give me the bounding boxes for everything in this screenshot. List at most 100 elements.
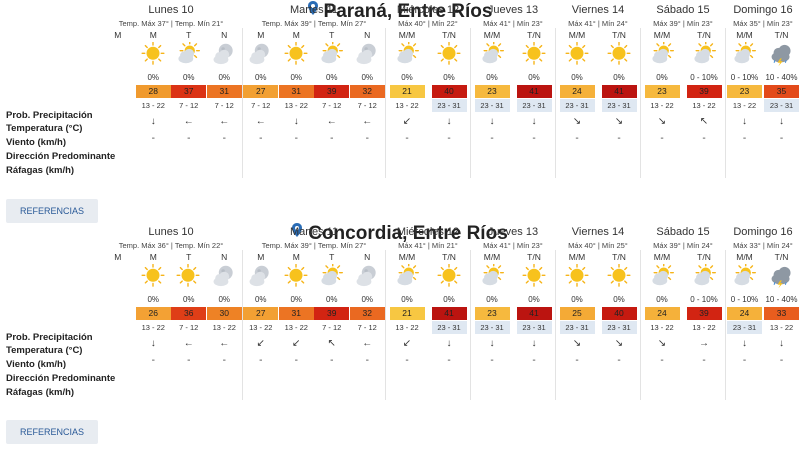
wind-speed: 13 - 22	[692, 101, 716, 110]
cloudy-moon-icon	[247, 264, 273, 290]
partly-cloudy-icon	[691, 40, 717, 68]
slot-period-label: M	[257, 30, 265, 40]
references-button[interactable]: REFERENCIAS	[6, 199, 98, 223]
temperature-cell: 32	[349, 85, 385, 98]
wind-gust: -	[330, 133, 334, 144]
wind-speed: 13 - 22	[732, 101, 757, 110]
slot-period-label: M/M	[653, 30, 671, 40]
wind-speed: 7 - 12	[179, 101, 199, 110]
day-temp-range: Máx 41° | Mín 21°	[398, 241, 458, 250]
precip-probability: 0%	[290, 295, 303, 304]
wind-gust: -	[575, 133, 579, 144]
day-temp-range: Máx 41° | Mín 23°	[483, 241, 543, 250]
slot-period-label: T/N	[442, 252, 456, 262]
city-forecast: Concordia, Entre Ríos Prob. Precipitación…	[0, 222, 800, 447]
precip-probability: 0 - 10%	[730, 295, 759, 304]
precip-probability: 0%	[656, 295, 668, 304]
precip-probability: 0%	[218, 295, 231, 304]
temperature-cell: 24	[727, 307, 762, 320]
day-title: Jueves 13	[487, 4, 539, 16]
wind-speed: 13 - 22	[249, 323, 273, 332]
wind-speed: 7 - 12	[322, 323, 342, 332]
sun-icon	[175, 263, 201, 290]
wind-direction-arrow-icon: ↙	[292, 338, 301, 349]
temperature-cell: 23	[474, 85, 510, 98]
wind-gust: -	[660, 355, 664, 366]
precip-probability: 0%	[401, 73, 413, 82]
precip-probability: 0%	[401, 295, 413, 304]
wind-speed: 13 - 22	[395, 101, 419, 110]
partly-cloudy-icon	[479, 262, 505, 290]
wind-speed: 13 - 22	[284, 323, 308, 332]
row-label-dir: Dirección Predominante	[6, 373, 116, 384]
wind-speed	[100, 321, 135, 334]
temperature-cell: 35	[764, 85, 799, 98]
wind-gust: -	[151, 133, 155, 144]
references-button[interactable]: REFERENCIAS	[6, 420, 98, 444]
wind-direction-arrow-icon: ↓	[293, 116, 299, 127]
sun-icon	[140, 41, 166, 68]
temperature-cell: 25	[559, 307, 595, 320]
day-separator	[640, 28, 641, 178]
wind-gust: -	[294, 355, 298, 366]
temperature-cell: 23	[474, 307, 510, 320]
temperature-cell: 27	[243, 307, 279, 320]
sun-icon	[283, 41, 309, 68]
slot-period-label: N	[221, 252, 228, 262]
wind-direction-arrow-icon: ↙	[402, 338, 412, 349]
day-separator	[725, 250, 726, 400]
wind-speed: 13 - 22	[141, 323, 165, 332]
day-separator	[385, 250, 386, 400]
row-label-wind: Viento (km/h)	[6, 359, 66, 370]
temperature-cell: 41	[431, 307, 467, 320]
wind-direction-arrow-icon: ↙	[402, 116, 412, 127]
sun-icon	[436, 41, 462, 68]
slot-period-label: T/N	[527, 30, 541, 40]
partly-cloudy-icon	[649, 40, 675, 68]
temperature-cell: 40	[431, 85, 467, 98]
wind-gust: -	[532, 133, 536, 144]
day-title: Viernes 14	[571, 4, 625, 16]
precip-probability: 0%	[486, 73, 498, 82]
partly-cloudy-icon	[175, 40, 201, 68]
slot-period-label: T/N	[774, 252, 789, 262]
slot-period-label: T/N	[612, 30, 626, 40]
slot-period-label: M/M	[398, 30, 416, 40]
wind-direction-arrow-icon: ↘	[614, 338, 624, 349]
wind-direction-arrow-icon: ↓	[531, 338, 537, 349]
day-separator	[470, 250, 471, 400]
cloudy-moon-icon	[211, 42, 237, 68]
wind-gust: -	[702, 133, 706, 144]
wind-gust: -	[259, 133, 263, 144]
wind-direction-arrow-icon: ↙	[256, 338, 265, 349]
sun-icon	[283, 263, 309, 290]
wind-gust: -	[447, 355, 451, 366]
day-title: Domingo 16	[733, 226, 793, 238]
wind-speed: 23 - 31	[474, 321, 510, 334]
partly-cloudy-icon	[731, 262, 757, 290]
wind-gust: -	[779, 133, 784, 144]
day-temp-range: Temp. Máx 37° | Temp. Mín 21°	[118, 19, 224, 28]
slot-period-label: M/M	[736, 252, 753, 262]
slot-period-label: N	[364, 252, 371, 262]
wind-gust: -	[702, 355, 706, 366]
temperature-cell: 23	[727, 85, 762, 98]
wind-direction-arrow-icon: ↓	[779, 338, 784, 349]
sun-icon	[606, 41, 632, 68]
wind-direction-arrow-icon: ↓	[489, 116, 495, 127]
sun-icon	[521, 263, 547, 290]
wind-direction-arrow-icon: ↓	[150, 116, 156, 127]
wind-gust: -	[405, 133, 409, 144]
wind-direction-arrow-icon: ←	[183, 116, 194, 127]
location-pin-icon	[307, 0, 318, 22]
day-temp-range: Temp. Máx 36° | Temp. Mín 22°	[118, 241, 224, 250]
day-separator	[725, 28, 726, 178]
wind-direction-arrow-icon: ←	[183, 338, 194, 349]
partly-cloudy-icon	[691, 262, 717, 290]
precip-probability: 0%	[182, 295, 195, 304]
temperature-cell: 23	[644, 85, 680, 98]
temperature-cell: 31	[278, 307, 314, 320]
precip-probability: 0%	[182, 73, 195, 82]
precip-probability: 0%	[147, 73, 160, 82]
wind-speed: 13 - 22	[141, 101, 165, 110]
